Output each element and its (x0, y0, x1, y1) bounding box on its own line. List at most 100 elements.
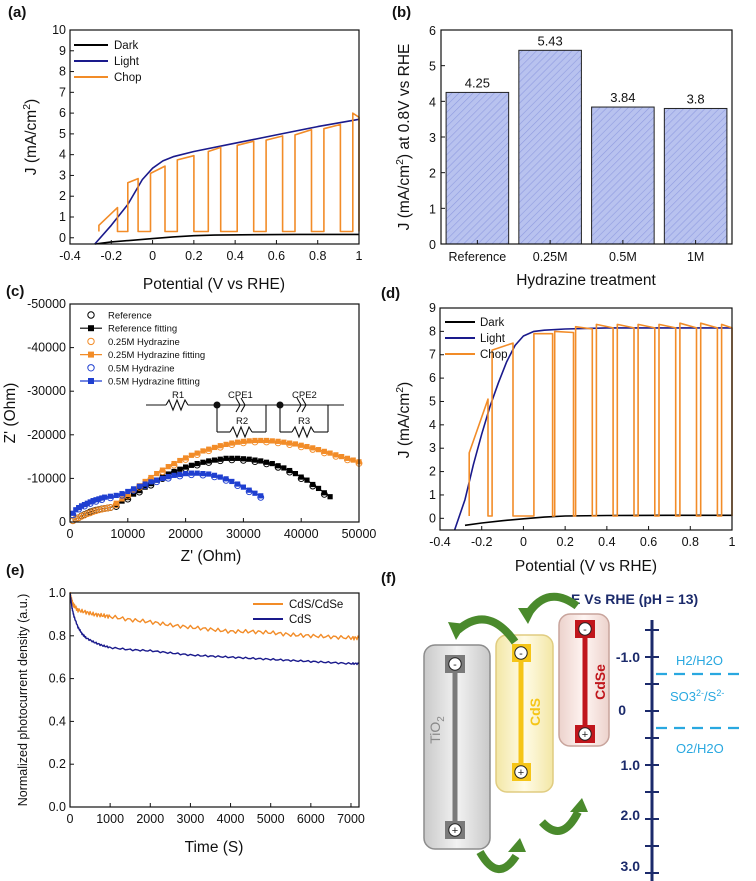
reference-fit-marker (223, 455, 229, 461)
panel-label-b: (b) (392, 4, 411, 21)
hydrazine-05m-fit-marker (183, 471, 189, 477)
cds-electron (514, 646, 528, 660)
panel-b-ytick-label: 4 (429, 95, 436, 109)
reference-fit-line (72, 457, 331, 522)
hydrazine-05m-fit-marker (113, 492, 119, 499)
arrow-cdse-to-cds (524, 592, 580, 617)
hydrazine-025m-fit-marker (211, 444, 218, 451)
circuit-label-r3: R3 (298, 416, 310, 427)
hydrazine-025m-fit-marker (304, 443, 310, 450)
bar-1m (663, 107, 728, 245)
panel-e-ytick-label: 0.2 (49, 757, 66, 771)
hydrazine-05m-fit-marker (154, 477, 160, 483)
legend-marker (87, 337, 95, 346)
circuit-label-cpe1: CPE1 (228, 390, 253, 401)
panel-e-xtick-label: 3000 (177, 812, 205, 826)
reference-fit-marker (310, 481, 316, 488)
panel-e-xtick-label: 7000 (337, 812, 365, 826)
bar-value-label: 3.84 (610, 90, 635, 105)
chop-curve (98, 112, 360, 233)
reference-fit-marker (217, 456, 223, 462)
cds-label: CdS (527, 698, 543, 726)
arrow-tio2-to-cds-holes-head (508, 838, 526, 852)
panel-c-ytick-label: -30000 (27, 384, 66, 398)
panel-a-ytick-label: 5 (59, 127, 66, 141)
hydrazine-05m-fit-marker (70, 510, 76, 516)
panel-d-xtick-label: 0.6 (640, 535, 657, 549)
diagram-title: E Vs RHE (pH = 13) (571, 591, 698, 607)
panel-a-ytick-label: 2 (59, 189, 66, 203)
reference-fit-marker (252, 457, 258, 463)
panel-a-ylabel: J (mA/cm2) (21, 99, 40, 175)
panel-d-ytick-label: 1 (429, 488, 436, 502)
panel-d-xtick-label: -0.2 (471, 535, 493, 549)
panel-a-xlabel: Potential (V vs RHE) (143, 276, 285, 293)
panel-e-ytick-label: 0.6 (49, 672, 66, 686)
panel-label-c: (c) (6, 283, 24, 300)
panel-d-xtick-label: 0.2 (556, 535, 573, 549)
panel-c-frame (69, 303, 360, 523)
cds-card (495, 634, 554, 793)
panel-e-xtick-label: 6000 (297, 812, 325, 826)
panel-c-ytick-label: -20000 (27, 428, 66, 442)
panel-b-ytick-label: 3 (429, 131, 436, 145)
light-curve (453, 327, 732, 531)
reference-fit-marker (263, 459, 270, 465)
hydrazine-025m-fit-marker (217, 443, 223, 449)
hydrazine-05m-fit-marker (252, 490, 258, 496)
cds-hole-sign: + (518, 767, 524, 779)
hydrazine-05m-fit-marker (194, 470, 200, 476)
reference-fit-marker (281, 465, 287, 471)
legend-marker (88, 325, 94, 332)
hydrazine-05m-fit-marker (165, 474, 171, 480)
panel-a-ytick-label: 4 (59, 148, 66, 162)
panel-d-ytick-label: 5 (429, 394, 436, 408)
hydrazine-025m-fit-marker (183, 455, 189, 461)
bar-0.5m (591, 106, 655, 245)
hydrazine-05m-fit-marker (136, 483, 142, 489)
tio2-label: TiO2 (427, 716, 447, 744)
hydrazine-025m-fit-marker (154, 471, 160, 477)
panel-a-ytick-label: 1 (59, 210, 66, 224)
bar-reference (445, 91, 510, 245)
hydrazine-025m-fit-marker (113, 500, 119, 506)
reference-fit-marker (298, 474, 304, 480)
hydrazine-025m-fit-marker (298, 442, 304, 448)
panel-e-xtick-label: 2000 (136, 812, 164, 826)
panel-d-ytick-label: 9 (429, 301, 436, 315)
scale-label-2: 2.0 (621, 807, 641, 823)
hydrazine-025m-fit-marker (246, 438, 252, 444)
legend-label: 0.25M Hydrazine fitting (108, 350, 205, 361)
hydrazine-025m-fit-line (72, 439, 360, 522)
panel-a-ytick-label: 9 (59, 44, 66, 58)
panel-e-ytick-label: 1.0 (49, 586, 66, 600)
legend-dark-label: Dark (114, 40, 139, 52)
panel-e-ytick-label: 0.4 (49, 714, 66, 728)
panel-d-xtick-label: 1 (729, 535, 736, 549)
panel-d-ylabel: J (mA/cm2) (394, 382, 413, 458)
panel-c-legend: Reference Reference fitting 0.25M Hydrazin… (80, 311, 205, 388)
hydrazine-05m-fit-marker (200, 471, 206, 477)
hydrazine-025m-fit-marker (171, 460, 177, 467)
hydrazine-05m-fit-marker (188, 470, 194, 476)
legend-label: 0.5M Hydrazine (108, 363, 175, 374)
hydrazine-025m-data-point (107, 503, 114, 511)
reference-fit-marker (188, 462, 194, 468)
panel-a-xtick-label: 0.6 (268, 249, 285, 263)
hydrazine-025m-fit-marker (194, 450, 200, 456)
hydrazine-025m-fit-marker (258, 437, 264, 444)
panel-e-ylabel: Normalized photocurrent density (a.u.) (16, 594, 30, 807)
reference-fit-marker (229, 455, 235, 461)
hydrazine-025m-fit-marker (148, 474, 154, 481)
hydrazine-025m-fit-marker (287, 440, 293, 446)
hydrazine-025m-fit-marker (321, 448, 327, 454)
legend-label: Reference fitting (108, 324, 177, 335)
equivalent-circuit (146, 397, 344, 439)
reference-fit-marker (177, 466, 183, 472)
panel-c-ytick-label: 0 (59, 515, 66, 529)
bar-0.25m (518, 49, 582, 245)
hydrazine-05m-fit-marker (240, 484, 246, 490)
panel-d-ytick-label: 3 (429, 441, 436, 455)
arrow-cds-to-tio2-head (448, 622, 466, 640)
panel-c-ytick-label: -50000 (27, 297, 66, 311)
